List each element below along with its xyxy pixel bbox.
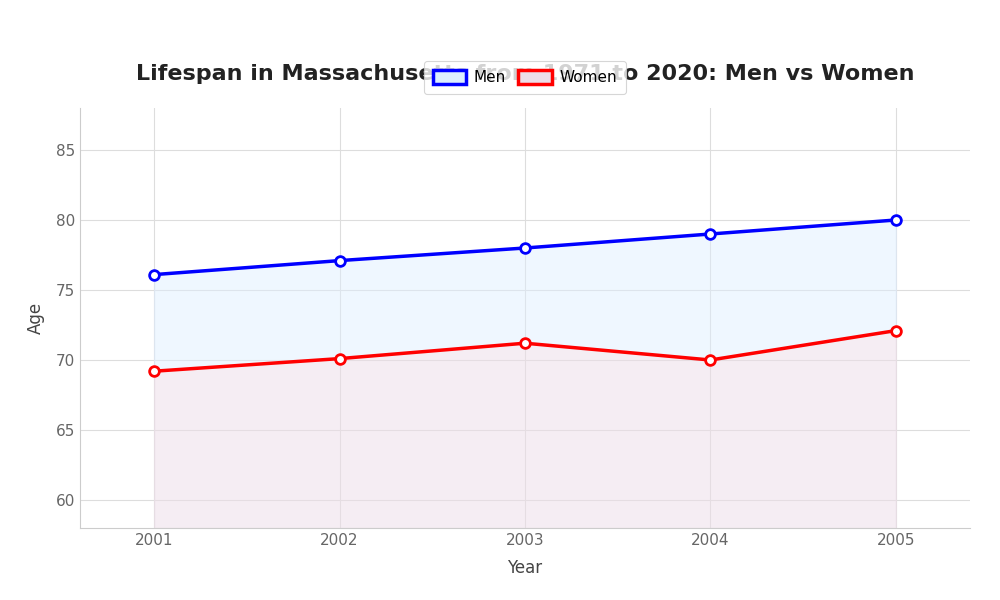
Legend: Men, Women: Men, Women: [424, 61, 626, 94]
Y-axis label: Age: Age: [27, 302, 45, 334]
X-axis label: Year: Year: [507, 559, 543, 577]
Title: Lifespan in Massachusetts from 1971 to 2020: Men vs Women: Lifespan in Massachusetts from 1971 to 2…: [136, 64, 914, 84]
